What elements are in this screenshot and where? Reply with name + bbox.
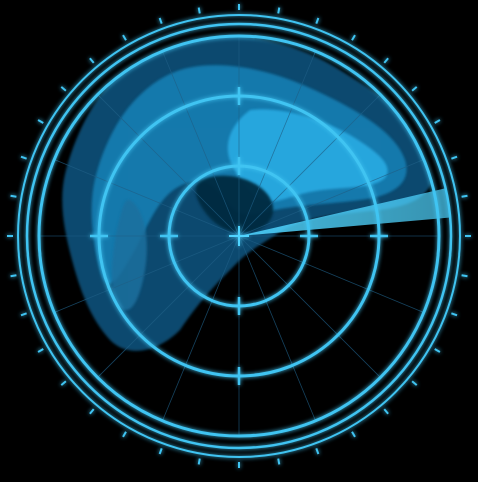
dial-tick [158,448,163,455]
dial-tick [197,458,201,465]
radial-grid-line [238,235,424,313]
dial-tick [158,17,163,24]
dial-tick [315,448,320,455]
radial-grid-line [238,51,316,237]
dial-tick [20,155,27,160]
radial-grid-line [238,94,381,237]
dial-tick [277,7,281,14]
radial-grid-line [162,51,240,237]
radial-grid-line [238,235,381,378]
dial-tick [20,312,27,317]
dial-tick [197,7,201,14]
dial-tick [461,274,468,278]
dial-tick [383,408,389,415]
dial-tick [461,194,468,198]
bezel-ring-inner [25,22,453,450]
radial-grid-line [97,235,240,378]
range-ring-outer [37,34,441,438]
radial-grid-lines [39,36,439,436]
radial-grid-line [162,235,240,421]
echo-streak [111,199,147,311]
echo-core-dark [195,175,274,233]
center-marker-icon [229,226,249,246]
radial-grid-line [97,94,240,237]
dial-tick [37,119,44,124]
dial-tick [451,155,458,160]
dial-tick-marks [7,4,471,468]
weather-echo [62,36,433,351]
dial-tick [411,86,418,92]
dial-tick [277,458,281,465]
bezel-ring-outer [17,14,461,458]
echo-bright-layer [227,109,388,202]
dial-tick [434,348,441,353]
radial-grid-line [54,235,240,313]
dial-tick [122,431,127,438]
dial-tick [89,408,95,415]
crosshair-ticks [90,87,388,385]
dial-tick [37,348,44,353]
dial-tick [315,17,320,24]
dial-tick [383,57,389,64]
dial-tick [60,380,67,386]
dial-tick [60,86,67,92]
dial-tick [434,119,441,124]
dial-tick [351,34,356,41]
dial-tick [451,312,458,317]
dial-tick [10,194,17,198]
radial-grid-line [238,159,424,237]
dial-tick [89,57,95,64]
dial-tick [122,34,127,41]
dial-tick [411,380,418,386]
radial-grid-line [54,159,240,237]
dial-tick [351,431,356,438]
radial-grid-line [238,235,316,421]
dial-tick [10,274,17,278]
sweep-beam-icon [239,188,451,236]
